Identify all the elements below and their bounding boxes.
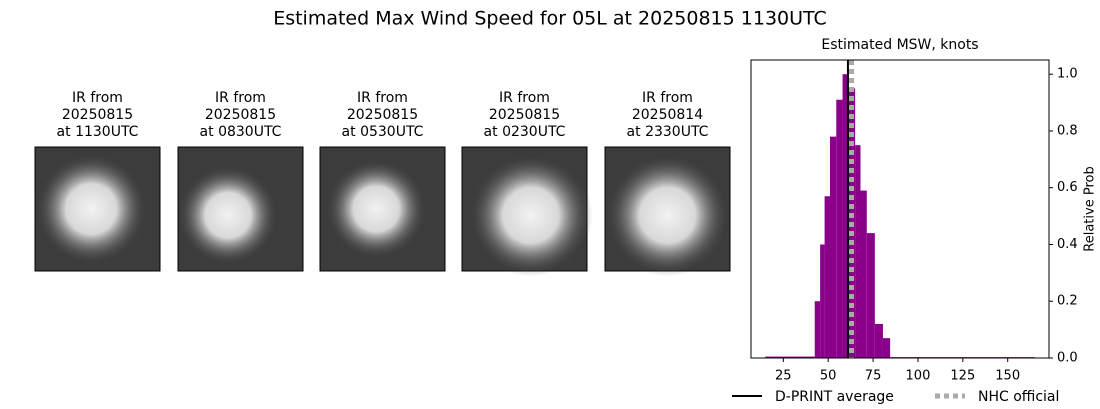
bar [860, 190, 867, 358]
panel-title: 20250814 [632, 107, 703, 123]
chart-title: Estimated MSW, knots [821, 37, 978, 53]
x-tick-label: 75 [865, 369, 882, 384]
y-tick-label: 0.8 [1057, 123, 1078, 138]
x-tick-label: 150 [995, 369, 1020, 384]
bar [829, 136, 837, 358]
y-tick-label: 0.6 [1057, 180, 1078, 195]
panel-title: IR from [499, 90, 550, 106]
bar [814, 301, 821, 358]
panel-title: IR from [72, 90, 123, 106]
x-tick-label: 25 [775, 369, 792, 384]
bar [882, 338, 891, 358]
panel-title: at 1130UTC [57, 124, 139, 140]
bar [874, 323, 883, 358]
panel-title: at 0230UTC [484, 124, 566, 140]
bar [836, 99, 843, 358]
x-tick-label: 50 [820, 369, 837, 384]
panel-title: IR from [642, 90, 693, 106]
y-tick-label: 0.2 [1057, 294, 1078, 309]
cloud-mass [177, 164, 279, 266]
panel-title: IR from [357, 90, 408, 106]
bar [842, 74, 848, 358]
y-tick-label: 1.0 [1057, 67, 1078, 82]
x-tick-label: 125 [950, 369, 975, 384]
panel-title: 20250815 [489, 107, 560, 123]
panel-title: at 0530UTC [342, 124, 424, 140]
bar [820, 244, 825, 358]
cloud-mass [325, 158, 427, 260]
bar [855, 145, 861, 358]
bar [866, 233, 875, 358]
y-axis-label: Relative Prob [1083, 166, 1098, 251]
cloud-mass [35, 153, 148, 265]
figure-title: Estimated Max Wind Speed for 05L at 2025… [273, 8, 827, 30]
panel-title: at 2330UTC [627, 124, 709, 140]
y-tick-label: 0.4 [1057, 237, 1078, 252]
panel-title: 20250815 [205, 107, 276, 123]
panel-title: 20250815 [62, 107, 133, 123]
y-tick-label: 0.0 [1057, 351, 1078, 366]
legend-label: D-PRINT average [775, 389, 894, 405]
histogram-chart: Estimated MSW, knots 25 50 75 100 125 150 0.0 0.… [732, 37, 1098, 405]
bar [765, 356, 815, 358]
legend-label: NHC official [978, 389, 1059, 405]
bar [824, 196, 830, 358]
x-tick-label: 100 [906, 369, 931, 384]
panel-title: at 0830UTC [200, 124, 282, 140]
plot-frame [750, 59, 1050, 359]
cloud-mass [468, 153, 593, 277]
cloud-mass [605, 153, 730, 277]
panel-title: IR from [215, 90, 266, 106]
panel-title: 20250815 [347, 107, 418, 123]
